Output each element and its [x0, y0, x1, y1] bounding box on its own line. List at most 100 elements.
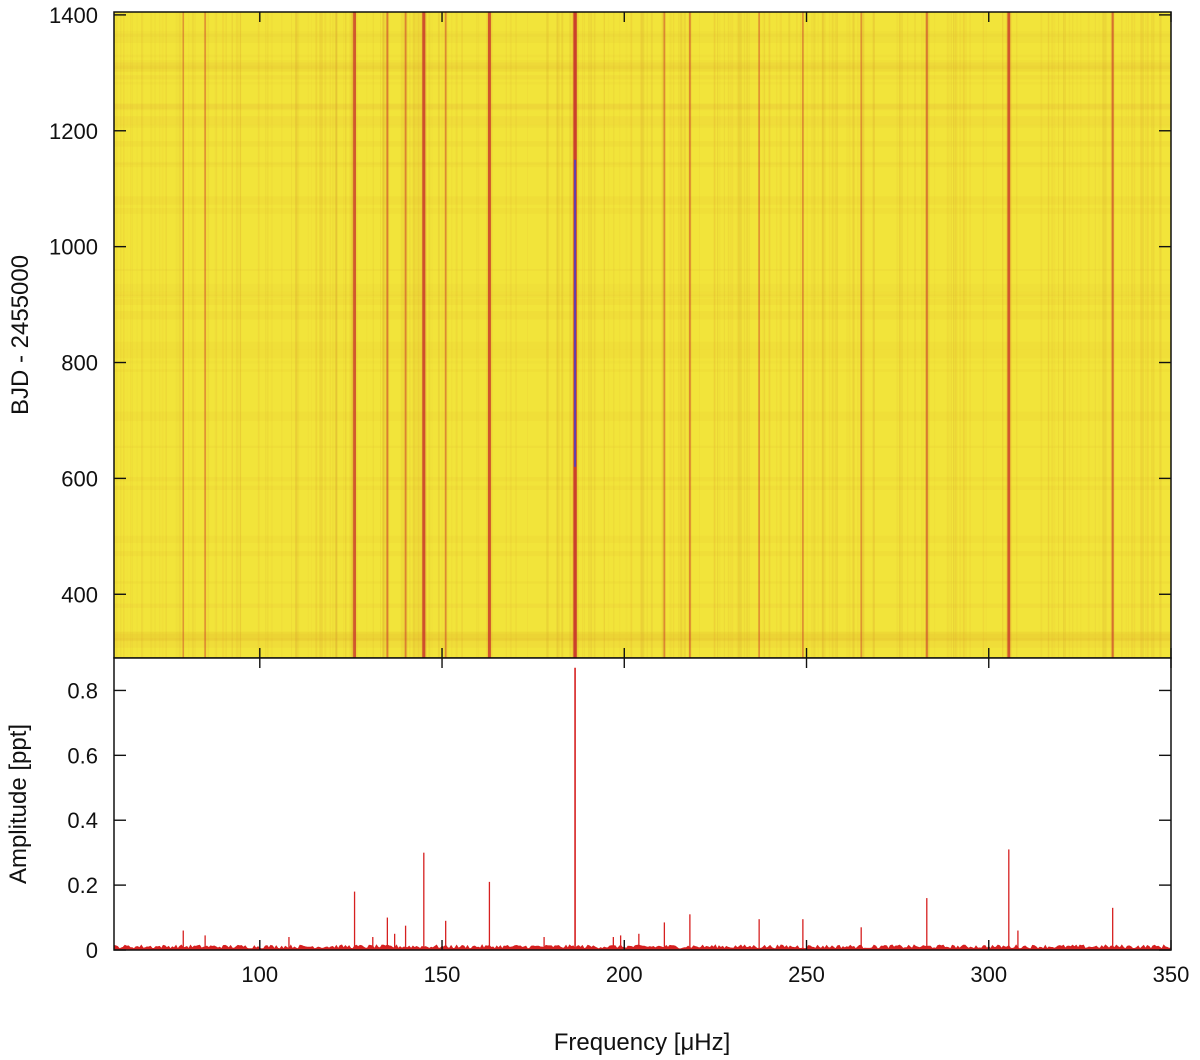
texture-stripe [350, 12, 352, 658]
texture-stripe [832, 12, 834, 658]
texture-stripe [927, 12, 930, 658]
texture-stripe [736, 12, 738, 658]
texture-band [114, 141, 1171, 147]
texture-stripe [738, 12, 740, 658]
texture-stripe [607, 12, 610, 658]
texture-stripe [342, 12, 345, 658]
texture-stripe [1130, 12, 1132, 658]
texture-stripe [349, 12, 351, 658]
texture-stripe [669, 12, 672, 658]
y-tick-label: 0.8 [67, 678, 98, 703]
texture-stripe [165, 12, 167, 658]
texture-stripe [900, 12, 903, 658]
texture-band [114, 632, 1171, 641]
heatmap-ridges [182, 12, 1115, 658]
texture-stripe [296, 12, 299, 658]
texture-stripe [629, 12, 632, 658]
texture-stripe [1152, 12, 1155, 658]
texture-stripe [896, 12, 898, 658]
y-tick-label: 0.2 [67, 873, 98, 898]
texture-stripe [718, 12, 721, 658]
texture-stripe [235, 12, 238, 658]
texture-stripe [813, 12, 816, 658]
texture-band [114, 298, 1171, 305]
texture-stripe [1040, 12, 1043, 658]
texture-stripe [1128, 12, 1129, 658]
texture-stripe [383, 12, 386, 658]
texture-stripe [1125, 12, 1128, 658]
texture-band [114, 638, 1171, 648]
texture-stripe [836, 12, 839, 658]
texture-stripe [116, 12, 118, 658]
texture-stripe [546, 12, 548, 658]
spectrum-frame [113, 657, 1172, 951]
texture-stripe [873, 12, 875, 658]
texture-stripe [431, 12, 433, 658]
spectrum-panel: 0 0.2 0.4 0.6 0.8 100 150 200 250 300 350 Amplitu… [5, 657, 1189, 1056]
texture-stripe [699, 12, 700, 658]
heatmap-background [114, 12, 1171, 658]
texture-stripe [1131, 12, 1134, 658]
texture-stripe [321, 12, 322, 658]
ridge [802, 12, 804, 658]
texture-stripe [642, 12, 644, 658]
texture-band [114, 535, 1171, 544]
texture-band [114, 62, 1171, 69]
texture-stripe [862, 12, 865, 658]
texture-stripe [307, 12, 309, 658]
texture-band [114, 310, 1171, 320]
ridge [758, 12, 760, 658]
texture-stripe [743, 12, 746, 658]
texture-stripe [130, 12, 132, 658]
texture-stripe [861, 12, 864, 658]
y-tick-label: 800 [61, 351, 98, 376]
texture-stripe [746, 12, 749, 658]
texture-stripe [746, 12, 748, 658]
texture-stripe [321, 12, 323, 658]
ridge [1007, 12, 1011, 658]
texture-stripe [332, 12, 334, 658]
texture-stripe [178, 12, 181, 658]
texture-stripe [154, 12, 157, 658]
texture-stripe [351, 12, 354, 658]
texture-stripe [267, 12, 269, 658]
x-tick-label: 200 [606, 962, 643, 987]
texture-stripe [417, 12, 419, 658]
texture-stripe [641, 12, 643, 658]
texture-stripe [1145, 12, 1146, 658]
texture-stripe [1098, 12, 1100, 658]
texture-stripe [478, 12, 480, 658]
texture-band [114, 196, 1171, 205]
texture-stripe [631, 12, 633, 658]
texture-stripe [509, 12, 512, 658]
texture-stripe [402, 12, 404, 658]
texture-band [114, 445, 1171, 448]
texture-stripe [159, 12, 161, 658]
texture-stripe [921, 12, 923, 658]
texture-stripe [740, 12, 743, 658]
texture-stripe [380, 12, 382, 658]
ridge [663, 12, 666, 658]
y-tick-label: 0.6 [67, 743, 98, 768]
y-tick-label: 400 [61, 582, 98, 607]
texture-stripe [191, 12, 194, 658]
x-tick-label: 150 [424, 962, 461, 987]
texture-stripe [679, 12, 680, 658]
texture-stripe [206, 12, 208, 658]
texture-stripe [833, 12, 835, 658]
texture-stripe [556, 12, 559, 658]
texture-stripe [678, 12, 679, 658]
ridge [404, 12, 407, 658]
texture-stripe [731, 12, 734, 658]
texture-band [114, 294, 1171, 299]
heatmap-panel: 400 600 800 1000 1200 1400 BJD - 2455000 [7, 3, 1172, 659]
texture-stripe [231, 12, 233, 658]
texture-stripe [630, 12, 632, 658]
heatmap-texture [114, 12, 1171, 658]
ridge [386, 12, 389, 658]
texture-stripe [558, 12, 560, 658]
texture-stripe [861, 12, 863, 658]
texture-stripe [136, 12, 138, 658]
texture-stripe [207, 12, 210, 658]
texture-stripe [965, 12, 967, 658]
